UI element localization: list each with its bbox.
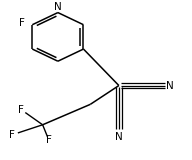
Text: N: N [115, 132, 123, 142]
Text: F: F [19, 18, 25, 28]
Text: N: N [166, 80, 174, 91]
Text: F: F [46, 135, 52, 145]
Text: F: F [18, 105, 24, 115]
Text: N: N [54, 2, 62, 12]
Text: F: F [9, 130, 15, 140]
